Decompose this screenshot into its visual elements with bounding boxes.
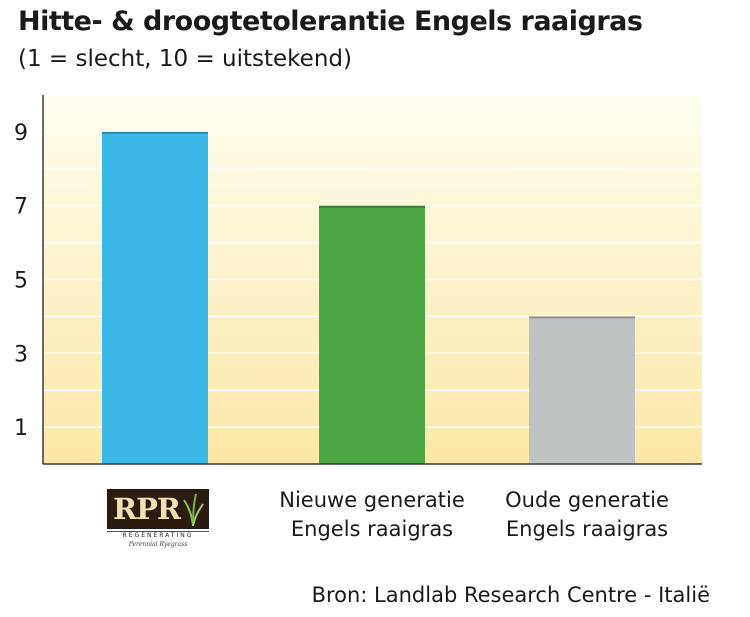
y-tick-label: 5 (14, 269, 28, 294)
logo-mark: RPR (107, 489, 209, 529)
chart-title: Hitte- & droogtetolerantie Engels raaigr… (18, 6, 643, 37)
bar-1 (319, 205, 425, 464)
y-tick-label: 9 (14, 121, 28, 146)
category-label-old-line1: Oude generatie (505, 488, 669, 512)
category-label-new-line2: Engels raaigras (290, 517, 454, 541)
bar-0 (102, 131, 208, 464)
y-tick-label: 7 (14, 195, 28, 220)
category-label-old: Oude generatie Engels raaigras (505, 486, 669, 544)
chart-subtitle: (1 = slecht, 10 = uitstekend) (18, 46, 352, 72)
y-tick-label: 3 (14, 342, 28, 367)
bar-2 (529, 316, 635, 464)
logo-mark-text: RPR (113, 492, 181, 526)
logo-tagline: REGENERATING (122, 532, 194, 539)
source-note: Bron: Landlab Research Centre - Italië (311, 583, 710, 607)
rpr-logo: RPR REGENERATING Perennial Ryegrass (107, 489, 209, 559)
grass-icon (183, 493, 204, 526)
category-label-old-line2: Engels raaigras (505, 517, 669, 541)
logo-rule (107, 531, 209, 532)
y-tick-label: 1 (14, 416, 28, 441)
logo-subline: Perennial Ryegrass (128, 541, 188, 548)
category-label-new-line1: Nieuwe generatie (279, 488, 465, 512)
category-label-new: Nieuwe generatie Engels raaigras (279, 486, 465, 544)
